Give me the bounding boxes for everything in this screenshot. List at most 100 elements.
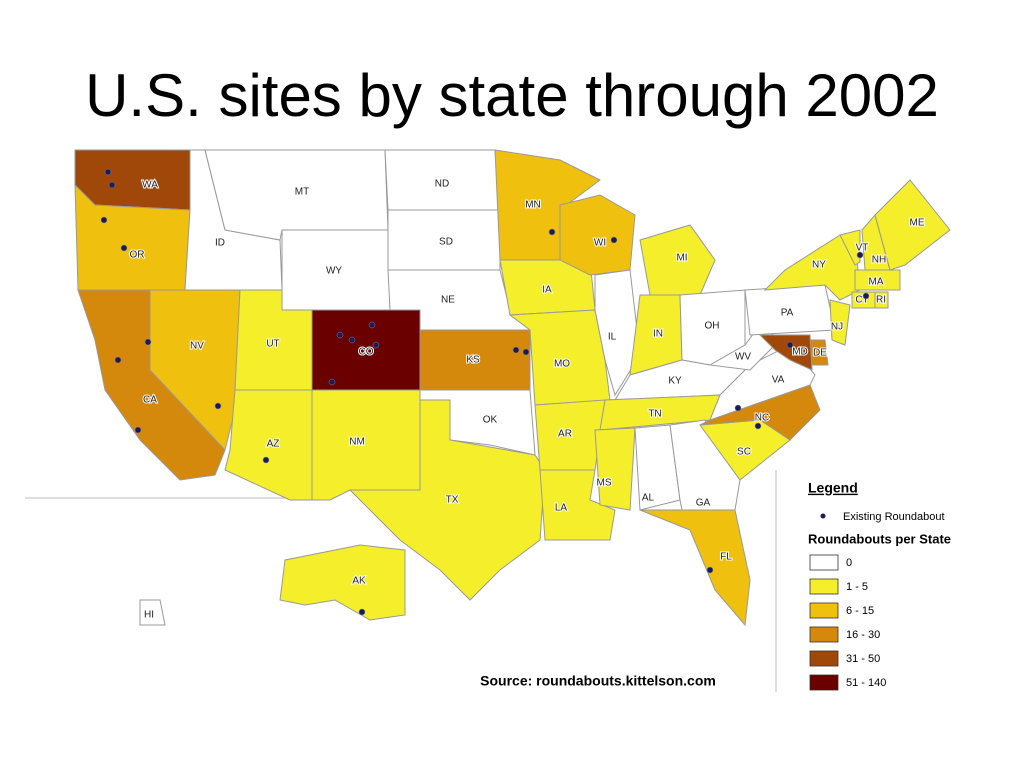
state-label: UT [266, 339, 279, 350]
dot [786, 341, 794, 349]
state [854, 269, 901, 291]
state-label: CO [359, 347, 374, 358]
state-label: ID [215, 238, 225, 249]
state-label: MT [295, 187, 309, 198]
legend-swatch [809, 626, 839, 643]
state-label: CA [143, 395, 157, 406]
dot [108, 181, 116, 189]
legend-classes-title: Roundabouts per State [808, 531, 951, 546]
state-label: NE [441, 295, 455, 306]
state-label: AK [352, 576, 366, 587]
dot [734, 404, 742, 412]
state-label: NJ [831, 322, 843, 333]
state-label: MN [525, 200, 541, 211]
state-label: VT [856, 243, 869, 254]
state-label: WA [142, 180, 158, 191]
legend-swatch [809, 650, 839, 667]
state-label: SD [439, 237, 453, 248]
state-label: MD [792, 347, 808, 358]
state-label: ME [910, 218, 925, 229]
state [348, 399, 546, 601]
state-label: KS [466, 355, 480, 366]
state [559, 194, 636, 276]
legend-marker-label: Existing Roundabout [843, 511, 945, 523]
state [874, 179, 951, 271]
state-label: LA [555, 503, 568, 514]
dot [610, 236, 618, 244]
dot [548, 228, 556, 236]
state-label: OR [130, 250, 145, 261]
state [139, 599, 166, 626]
state-label: MA [869, 277, 884, 288]
dot [104, 168, 112, 176]
states: WA OR CA NV ID MT WY UT CO AZ NM ND SD NE KS OK TX MN IA MO… [74, 149, 951, 627]
state-label: MO [554, 359, 570, 370]
state-label: IA [542, 285, 552, 296]
dot [372, 341, 380, 349]
dot [856, 251, 864, 259]
state-label: AR [558, 429, 572, 440]
state-label: NV [190, 341, 204, 352]
dot [144, 338, 152, 346]
dot [522, 348, 530, 356]
state-label: DE [813, 348, 827, 359]
state [639, 509, 751, 627]
dot [120, 244, 128, 252]
state-label: ND [435, 179, 449, 190]
state [874, 291, 889, 309]
dot [512, 346, 520, 354]
state-label: NH [872, 255, 886, 266]
legend-swatch [809, 578, 839, 595]
state-label: GA [696, 498, 711, 509]
state-label: NM [349, 437, 365, 448]
state [311, 389, 421, 501]
state-label: SC [737, 447, 751, 458]
dot [358, 608, 366, 616]
state-label: WI [594, 238, 606, 249]
state [279, 544, 406, 621]
state-label: IN [653, 329, 663, 340]
dot [100, 216, 108, 224]
state-label: FL [720, 552, 732, 563]
state-label: TX [446, 495, 459, 506]
dot [862, 292, 870, 300]
legend-swatch [809, 602, 839, 619]
legend-title: Legend [808, 480, 858, 496]
legend-class-label: 16 - 30 [846, 629, 880, 641]
legend-class-label: 6 - 15 [846, 605, 874, 617]
dot [328, 378, 336, 386]
state [763, 234, 861, 301]
state [758, 334, 813, 371]
state [594, 269, 641, 397]
legend-swatch [809, 554, 839, 571]
dot [368, 321, 376, 329]
dot [114, 356, 122, 364]
state-label: NC [755, 413, 769, 424]
state-label: AZ [267, 439, 280, 450]
dot [262, 456, 270, 464]
dot [214, 402, 222, 410]
state-label: MI [676, 253, 687, 264]
state-label: HI [144, 610, 154, 621]
state [74, 149, 191, 211]
roundabout-dots [100, 168, 870, 616]
dot [348, 336, 356, 344]
state-label: MS [597, 478, 612, 489]
legend-class-label: 51 - 140 [846, 677, 886, 689]
state-label: IL [608, 332, 617, 343]
state [539, 469, 616, 541]
source: Source: roundabouts.kittelson.com [480, 673, 716, 689]
state [594, 427, 636, 511]
state-label: OH [705, 321, 720, 332]
state-label: WY [326, 266, 342, 277]
state-label: VA [772, 375, 785, 386]
state [829, 299, 851, 346]
dot [134, 426, 142, 434]
state-label: AL [642, 493, 655, 504]
legend-dot [820, 513, 826, 519]
state-label: WV [735, 352, 751, 363]
state-label: RI [876, 295, 886, 306]
state-label: TN [648, 409, 661, 420]
